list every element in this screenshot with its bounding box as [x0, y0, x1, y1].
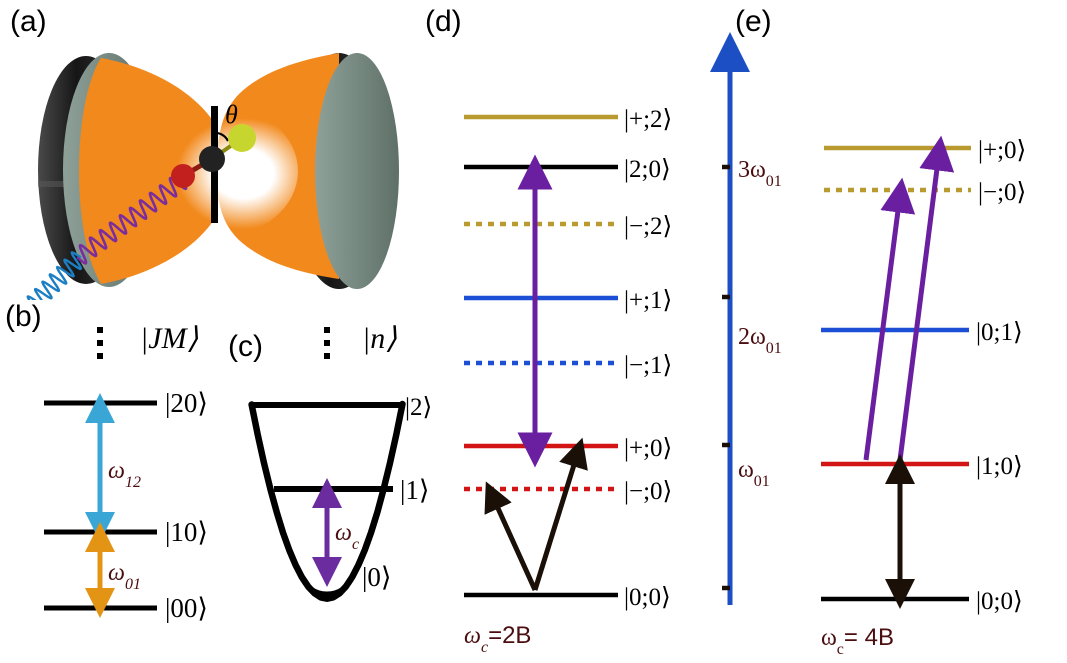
svg-text:3ω01: 3ω01 [738, 157, 782, 190]
svg-text:2ω01: 2ω01 [738, 324, 782, 357]
svg-text:θ: θ [225, 100, 238, 129]
svg-text:ω01: ω01 [738, 457, 770, 490]
